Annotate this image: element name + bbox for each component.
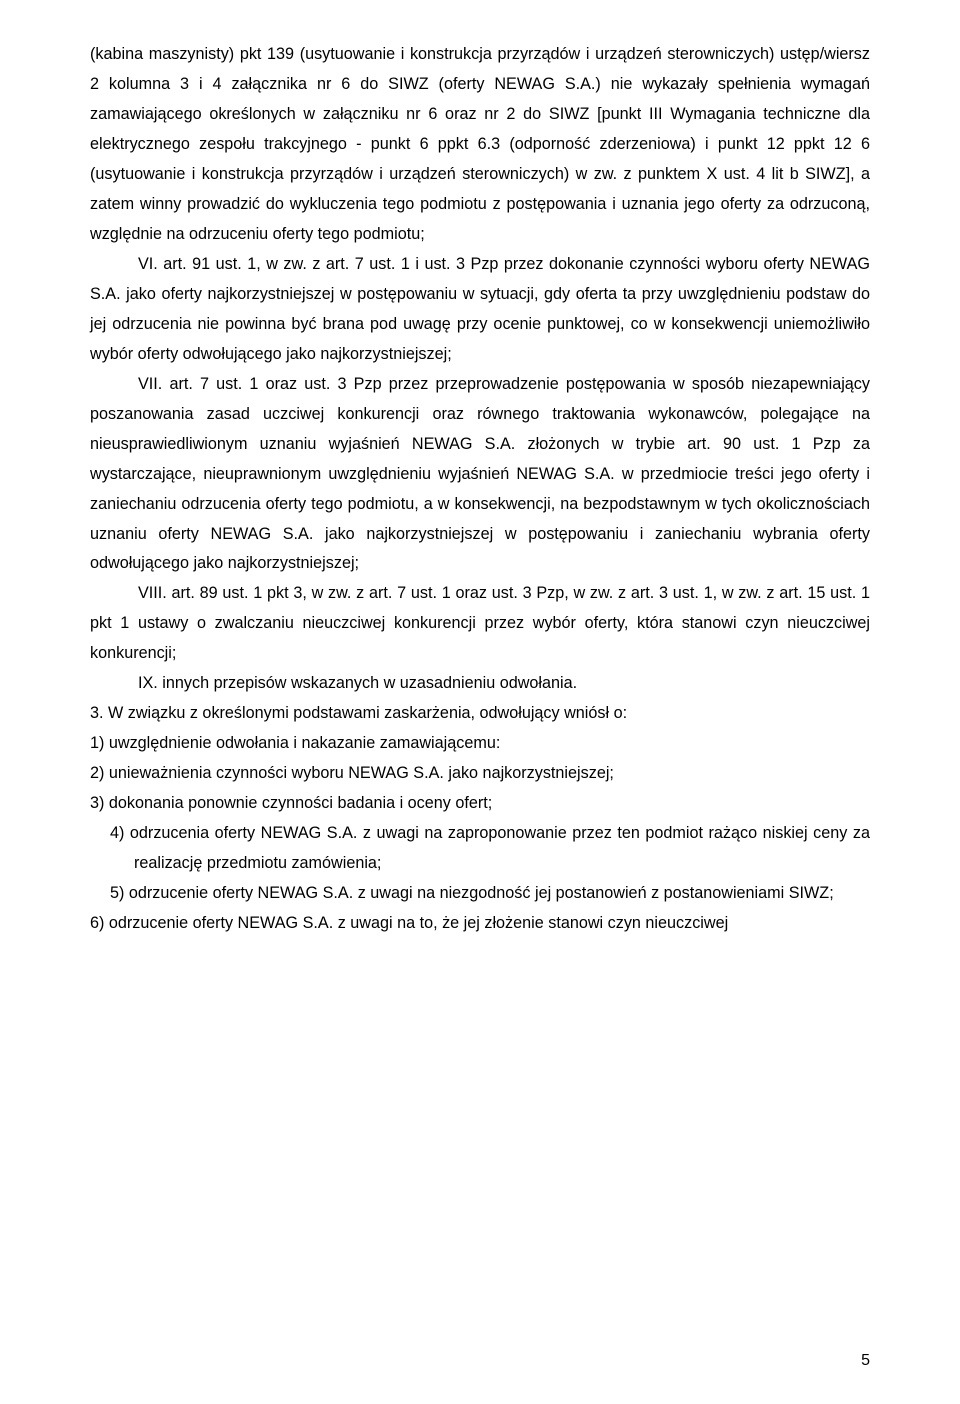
list-item-6: 6) odrzucenie oferty NEWAG S.A. z uwagi … [90,909,870,939]
list-item-1: 1) uwzględnienie odwołania i nakazanie z… [90,729,870,759]
list-item-4: 4) odrzucenia oferty NEWAG S.A. z uwagi … [90,819,870,879]
paragraph-viii: VIII. art. 89 ust. 1 pkt 3, w zw. z art.… [90,579,870,669]
list-item-5: 5) odrzucenie oferty NEWAG S.A. z uwagi … [90,879,870,909]
paragraph-vi: VI. art. 91 ust. 1, w zw. z art. 7 ust. … [90,250,870,370]
page-number: 5 [861,1346,870,1376]
paragraph-vii: VII. art. 7 ust. 1 oraz ust. 3 Pzp przez… [90,370,870,580]
document-page: (kabina maszynisty) pkt 139 (usytuowanie… [0,0,960,1404]
paragraph-intro-list: 3. W związku z określonymi podstawami za… [90,699,870,729]
paragraph-continuation: (kabina maszynisty) pkt 139 (usytuowanie… [90,40,870,250]
list-item-3: 3) dokonania ponownie czynności badania … [90,789,870,819]
paragraph-ix: IX. innych przepisów wskazanych w uzasad… [90,669,870,699]
list-item-2: 2) unieważnienia czynności wyboru NEWAG … [90,759,870,789]
